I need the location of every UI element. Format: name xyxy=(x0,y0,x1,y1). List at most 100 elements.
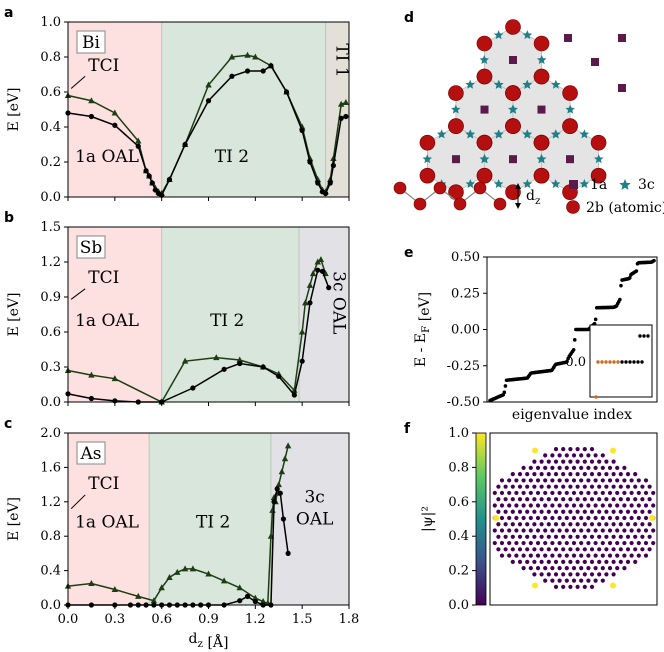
lattice-site xyxy=(528,465,533,470)
legend-1a-marker xyxy=(569,180,578,189)
lattice-site xyxy=(636,490,641,496)
site-3c xyxy=(579,179,590,189)
lattice-site xyxy=(564,578,569,583)
lattice-site xyxy=(557,566,562,571)
lattice-site xyxy=(604,497,609,502)
lattice-site xyxy=(582,497,587,502)
dz-arrowhead xyxy=(515,203,521,209)
lattice-site xyxy=(600,503,605,508)
lattice-site xyxy=(532,472,537,477)
site-3c xyxy=(522,129,533,139)
lattice-site xyxy=(597,547,602,552)
lattice-site xyxy=(496,534,501,539)
lattice-site xyxy=(586,566,591,571)
lattice-site xyxy=(568,559,573,564)
lattice-site xyxy=(615,478,620,483)
tci-pointer xyxy=(70,288,86,300)
lattice-site xyxy=(604,534,609,539)
lattice-site xyxy=(579,578,584,583)
y-axis-label: E [eV] xyxy=(6,497,22,541)
site-3c xyxy=(465,129,476,139)
region-label: 1a OAL xyxy=(75,147,139,167)
lattice-site xyxy=(510,559,515,564)
lattice-site xyxy=(611,547,616,552)
lattice-site xyxy=(492,490,497,496)
eigenvalue-point xyxy=(572,338,577,342)
colorbar-tick-label: 0.4 xyxy=(448,529,469,544)
tci-label: TCI xyxy=(88,56,119,76)
atom-2b xyxy=(590,134,607,151)
lattice-site xyxy=(622,515,627,521)
lattice-site xyxy=(651,490,656,496)
lattice-site xyxy=(535,490,541,496)
lattice-site xyxy=(589,497,595,502)
lattice-site xyxy=(546,472,551,477)
lattice-site xyxy=(643,528,649,533)
lattice-site xyxy=(647,522,652,527)
y-tick-label: 0.0 xyxy=(40,395,61,410)
lattice-site xyxy=(640,534,645,539)
lattice-site xyxy=(507,490,512,496)
lattice-site xyxy=(550,540,555,546)
lattice-site xyxy=(568,509,573,514)
lattice-site xyxy=(543,453,548,458)
atom-2b xyxy=(476,167,493,184)
lattice-site xyxy=(615,528,620,533)
lattice-site xyxy=(525,534,530,539)
lattice-site xyxy=(593,540,598,546)
lattice-site xyxy=(535,478,541,483)
data-point xyxy=(174,568,181,575)
lattice-site xyxy=(546,497,551,502)
data-point xyxy=(326,285,332,291)
site-3c xyxy=(550,129,561,139)
lattice-site xyxy=(543,566,548,571)
lattice-site xyxy=(528,490,533,496)
lattice-site xyxy=(582,559,587,564)
lattice-site xyxy=(499,503,505,508)
lattice-site xyxy=(597,559,602,564)
x-axis-label: eigenvalue index xyxy=(512,407,632,423)
lattice-site xyxy=(517,497,523,502)
panel-letter: a xyxy=(4,5,13,21)
lattice-site xyxy=(561,446,566,452)
data-point xyxy=(205,98,212,104)
atom-2b xyxy=(476,134,493,151)
lattice-site xyxy=(622,503,627,508)
lattice-site xyxy=(514,540,519,546)
data-point xyxy=(112,122,118,128)
site-3c xyxy=(493,179,504,189)
lattice-site xyxy=(517,484,523,489)
lattice-site xyxy=(564,503,569,508)
lattice-site xyxy=(629,515,634,521)
lattice-site xyxy=(543,553,548,558)
lattice-site xyxy=(550,578,555,583)
lattice-site xyxy=(571,453,577,458)
eigenvalue-point xyxy=(619,283,623,288)
inset-point xyxy=(608,360,612,364)
y-tick-label: 0.0 xyxy=(40,598,61,613)
lattice-site xyxy=(597,497,602,502)
eigenvalue-point xyxy=(652,258,656,263)
lattice-site xyxy=(636,553,641,558)
lattice-site xyxy=(589,472,595,477)
lattice-site xyxy=(564,515,569,521)
lattice-site xyxy=(636,540,641,546)
inset-point xyxy=(636,360,640,364)
lattice-site xyxy=(647,497,652,502)
lattice-site xyxy=(607,540,613,546)
data-point xyxy=(166,176,173,183)
panel-a: 1a OAL TI 2 TI 1 TCI Bi 0.0 0.2 0.4 0.6 0.8 1.0 E [… xyxy=(4,5,352,205)
lattice-site xyxy=(514,553,519,558)
data-point xyxy=(228,53,236,60)
lattice-site xyxy=(507,478,512,483)
lattice-site xyxy=(514,503,519,508)
site-3c xyxy=(451,104,461,114)
data-point xyxy=(306,155,314,161)
site-3c xyxy=(522,179,533,189)
lattice-site xyxy=(532,484,537,489)
lattice-site xyxy=(622,490,627,496)
data-point xyxy=(181,357,189,364)
lattice-site xyxy=(503,509,508,514)
lattice-site xyxy=(579,528,584,533)
lattice-site xyxy=(640,522,645,527)
